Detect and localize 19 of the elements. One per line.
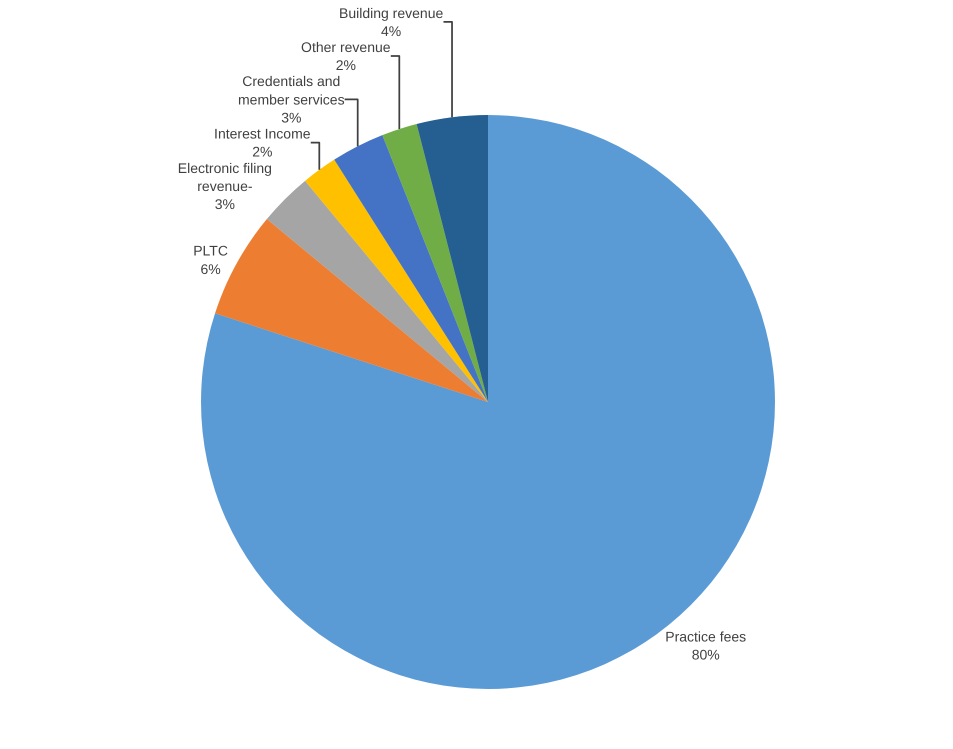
data-label: 6% <box>200 260 221 277</box>
data-label: 2% <box>336 57 356 74</box>
pie-slice <box>266 180 488 402</box>
data-label: 3% <box>281 110 302 126</box>
slice-label: Other revenue <box>301 38 391 55</box>
slice-label: Electronic filing revenue- <box>178 160 272 194</box>
data-label: 4% <box>381 22 402 39</box>
pie-slice <box>382 124 488 402</box>
slice-label: Practice fees <box>665 628 746 644</box>
data-label: 80% <box>692 646 720 662</box>
pie-slice <box>416 115 488 402</box>
slice-label: Building revenue <box>338 4 444 21</box>
data-label: 3% <box>214 196 235 212</box>
data-label: 2% <box>252 144 272 160</box>
pie-slice <box>305 160 488 402</box>
slice-label: Interest Income <box>214 126 311 142</box>
slice-label: PLTC <box>193 242 228 259</box>
pie-slice <box>334 135 488 402</box>
slice-label: Credentials and member services <box>238 73 345 108</box>
